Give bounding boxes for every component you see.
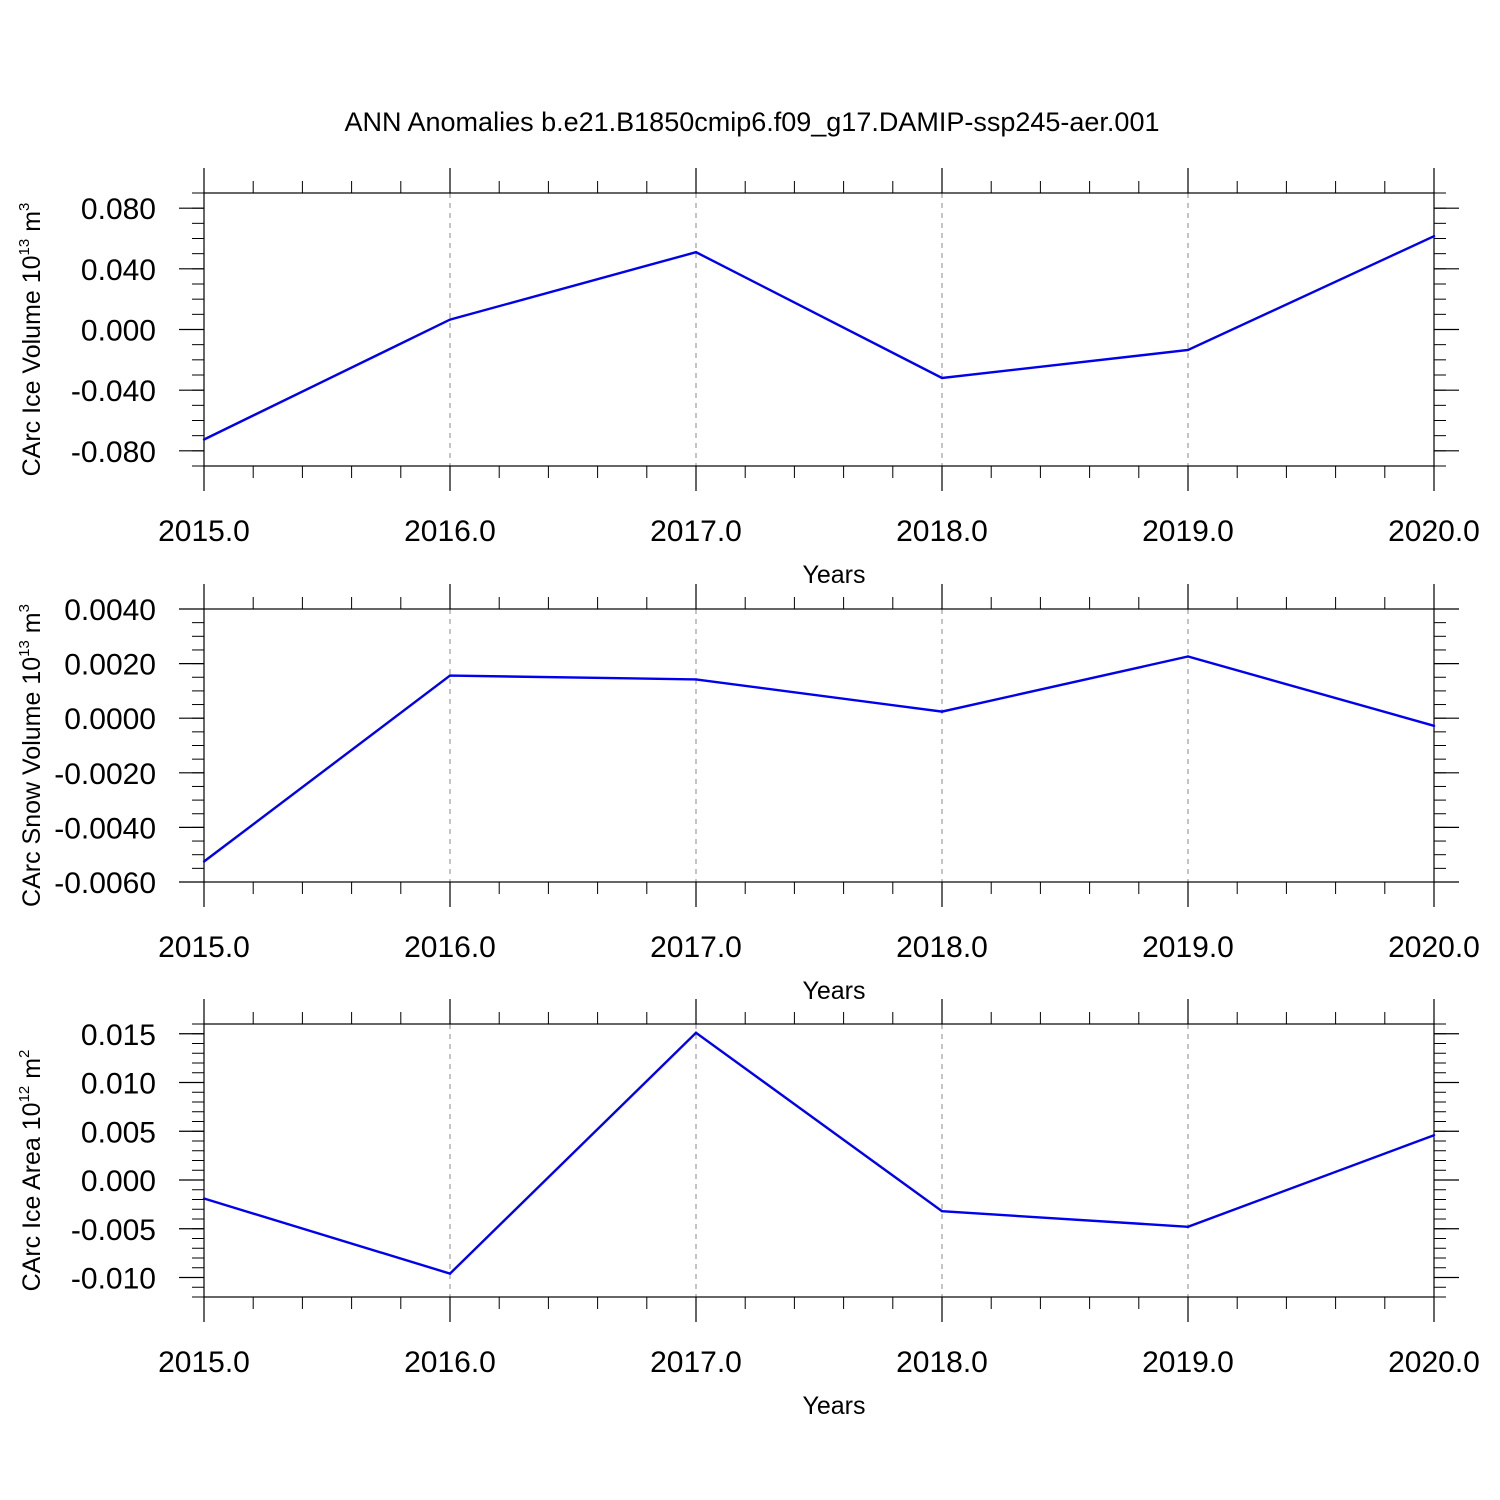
data-point — [202, 1197, 206, 1200]
y-tick-label: 0.000 — [81, 315, 156, 348]
y-tick-label: -0.010 — [71, 1263, 156, 1296]
data-point — [940, 376, 944, 380]
x-tick-label: 2018.0 — [896, 931, 988, 964]
data-point — [1432, 1133, 1436, 1137]
y-tick-label: 0.010 — [81, 1068, 156, 1101]
x-tick-label: 2019.0 — [1142, 515, 1234, 548]
x-tick-label: 2017.0 — [650, 515, 742, 548]
x-axis-title: Years — [802, 1392, 865, 1420]
panel-3: 2015.0 2016.0 2017.0 2018.0 2019.0 2020.0 0.01… — [16, 999, 1480, 1420]
y-tick-label: -0.0060 — [54, 867, 156, 900]
data-point — [1186, 1225, 1190, 1229]
y-tick-label: 0.040 — [81, 254, 156, 287]
y-tick-label: 0.080 — [81, 193, 156, 226]
x-tick-label: 2019.0 — [1142, 1346, 1234, 1379]
y-axis-title-unit: m — [18, 211, 46, 239]
x-tick-label: 2020.0 — [1388, 931, 1480, 964]
x-tick-label: 2016.0 — [404, 1346, 496, 1379]
data-point — [202, 860, 206, 863]
data-point — [1186, 348, 1190, 352]
y-tick-label: -0.0040 — [54, 812, 156, 845]
data-point — [1186, 655, 1190, 658]
y-axis-title-unit: m — [18, 1058, 46, 1086]
y-axis-title-unit: m — [18, 612, 46, 640]
x-tick-label: 2016.0 — [404, 931, 496, 964]
x-tick-label: 2017.0 — [650, 1346, 742, 1379]
x-tick-label: 2015.0 — [158, 1346, 250, 1379]
x-tick-label: 2015.0 — [158, 515, 250, 548]
y-tick-label: -0.005 — [71, 1214, 156, 1247]
x-tick-label: 2016.0 — [404, 515, 496, 548]
y-axis-title-unit-exponent: 3 — [16, 203, 33, 211]
panels: 2015.0 2016.0 2017.0 2018.0 2019.0 2020.0 0.08… — [16, 168, 1480, 1420]
x-tick-label: 2019.0 — [1142, 931, 1234, 964]
y-axis-title-unit-exponent: 3 — [16, 604, 33, 612]
y-tick-label: 0.0020 — [64, 649, 156, 682]
x-tick-label: 2015.0 — [158, 931, 250, 964]
y-axis-title-main: CArc Snow Volume 10 — [18, 657, 46, 907]
data-point — [694, 250, 698, 254]
data-point — [202, 438, 206, 441]
y-axis-title-main: CArc Ice Area 10 — [18, 1102, 46, 1291]
panel-1: 2015.0 2016.0 2017.0 2018.0 2019.0 2020.0 0.08… — [16, 168, 1480, 589]
y-axis-title: CArc Ice Area 1012 m2 — [16, 1050, 46, 1292]
y-axis-title: CArc Ice Volume 1013 m3 — [16, 203, 46, 477]
panel-2: 2015.0 2016.0 2017.0 2018.0 2019.0 2020.0 0.00… — [16, 584, 1480, 1005]
y-tick-label: 0.0000 — [64, 703, 156, 736]
y-axis-title: CArc Snow Volume 1013 m3 — [16, 604, 46, 907]
x-tick-label: 2020.0 — [1388, 1346, 1480, 1379]
y-tick-label: -0.040 — [71, 375, 156, 408]
plot-frame — [203, 608, 1435, 883]
y-axis-title-exponent: 12 — [16, 1086, 33, 1103]
series-line — [203, 655, 1435, 863]
y-tick-label: 0.015 — [81, 1019, 156, 1052]
x-axis-title: Years — [802, 561, 865, 589]
x-tick-label: 2020.0 — [1388, 515, 1480, 548]
y-axis-title-exponent: 13 — [16, 640, 33, 657]
y-tick-label: 0.0040 — [64, 594, 156, 627]
data-point — [694, 678, 698, 681]
y-axis-title-unit-exponent: 2 — [16, 1050, 33, 1058]
x-tick-label: 2018.0 — [896, 515, 988, 548]
y-axis-title-exponent: 13 — [16, 239, 33, 256]
y-tick-label: 0.000 — [81, 1165, 156, 1198]
y-axis-title-main: CArc Ice Volume 10 — [18, 255, 46, 476]
data-point — [1432, 235, 1436, 238]
data-point — [694, 1031, 698, 1034]
data-point — [448, 674, 452, 677]
plot-frame — [203, 192, 1435, 467]
data-point — [940, 710, 944, 713]
data-point — [448, 318, 452, 321]
y-tick-label: -0.080 — [71, 436, 156, 469]
data-point — [940, 1210, 944, 1213]
data-point — [1432, 724, 1436, 728]
x-axis-title: Years — [802, 977, 865, 1005]
series-line — [203, 1031, 1435, 1275]
x-tick-label: 2017.0 — [650, 931, 742, 964]
y-tick-label: -0.0020 — [54, 758, 156, 791]
y-tick-label: 0.005 — [81, 1116, 156, 1149]
figure-title: ANN Anomalies b.e21.B1850cmip6.f09_g17.D… — [345, 107, 1160, 137]
series-line — [203, 235, 1435, 441]
data-point — [448, 1272, 452, 1275]
x-tick-label: 2018.0 — [896, 1346, 988, 1379]
